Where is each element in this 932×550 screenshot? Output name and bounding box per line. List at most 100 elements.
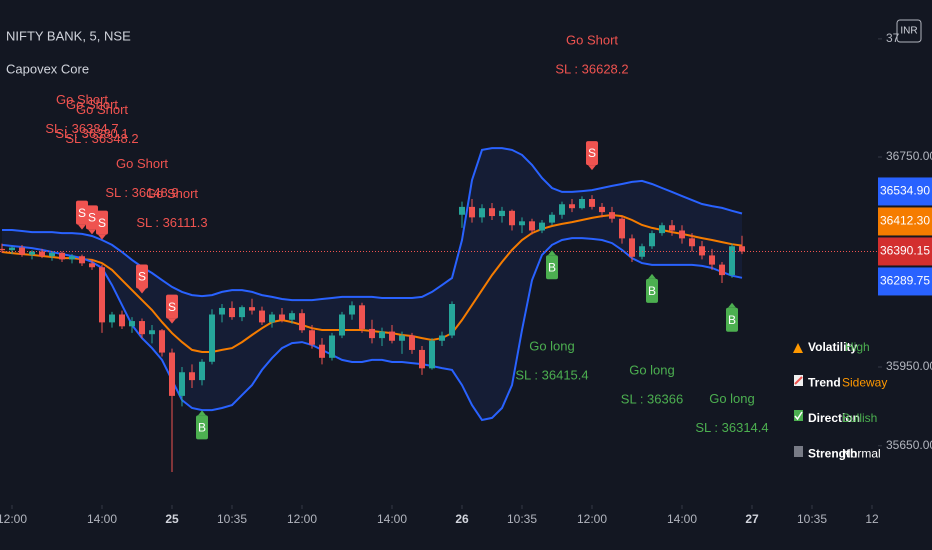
price-label-box xyxy=(878,207,932,236)
status-label: Strength xyxy=(808,447,857,461)
signal-flag xyxy=(96,210,108,235)
direction-icon-mark xyxy=(794,411,803,421)
signal-title: Go Short xyxy=(76,102,128,117)
candle-body xyxy=(379,331,385,339)
candle-body xyxy=(559,204,565,215)
candle-body xyxy=(329,335,335,358)
candle-body xyxy=(139,321,145,335)
x-tick-label: 10:35 xyxy=(797,512,827,526)
status-value: Normal xyxy=(842,447,881,461)
candle-body xyxy=(469,206,475,218)
y-tick-label: 36750.00 xyxy=(886,149,932,163)
indicator-name: Capovex Core xyxy=(6,61,89,76)
status-value: Bullish xyxy=(842,411,877,425)
candle-body xyxy=(499,210,505,217)
y-tick-label: 37 xyxy=(886,31,900,45)
signal-stop-loss: SL : 36628.2 xyxy=(555,62,628,77)
price-label: 36289.75 xyxy=(880,274,930,288)
candle-body xyxy=(709,255,715,265)
candle-body xyxy=(729,246,735,276)
candle-body xyxy=(449,304,455,336)
signal-flag xyxy=(726,307,738,332)
candle-body xyxy=(79,256,85,264)
candle-body xyxy=(29,251,35,255)
candle-body xyxy=(739,246,745,252)
candle-body xyxy=(609,212,615,219)
candle-body xyxy=(679,230,685,239)
price-label: 36534.90 xyxy=(880,184,930,198)
signal-letter: B xyxy=(548,260,556,274)
currency-label: INR xyxy=(900,26,917,37)
candle-body xyxy=(69,256,75,260)
x-tick-label: 14:00 xyxy=(667,512,697,526)
signal-stop-loss: SL : 36415.4 xyxy=(515,368,588,383)
candle-body xyxy=(179,372,185,396)
candle-body xyxy=(509,210,515,226)
x-tick-label: 12 xyxy=(865,512,879,526)
candle-body xyxy=(629,238,635,257)
candle-body xyxy=(339,314,345,336)
candle-body xyxy=(169,352,175,396)
candle-body xyxy=(389,331,395,341)
signal-letter: B xyxy=(648,284,656,298)
candle-body xyxy=(59,252,65,260)
trend-icon-mark xyxy=(794,376,803,385)
signal-stop-loss: SL : 36314.4 xyxy=(695,420,768,435)
x-tick-label: 14:00 xyxy=(87,512,117,526)
candle-body xyxy=(619,218,625,239)
status-value: High xyxy=(845,340,870,354)
candle-body xyxy=(239,307,245,318)
candle-body xyxy=(549,214,555,223)
signal-stop-loss: SL : 36111.3 xyxy=(136,215,207,230)
signal-stop-loss: SL : 36348.2 xyxy=(65,131,138,146)
candle-body xyxy=(479,208,485,218)
candle-body xyxy=(649,233,655,247)
candle-body xyxy=(529,221,535,231)
signal-title: Go Short xyxy=(56,92,108,107)
candle-body xyxy=(0,248,6,251)
signal-letter: B xyxy=(198,421,206,435)
signal-letter: S xyxy=(78,206,86,220)
price-label: 36390.15 xyxy=(880,244,930,258)
x-tick-label: 12:00 xyxy=(287,512,317,526)
signal-flag xyxy=(646,278,658,303)
candle-body xyxy=(99,267,105,323)
candle-body xyxy=(419,349,425,369)
signal-title: Go long xyxy=(529,339,575,354)
signal-flag xyxy=(196,415,208,440)
status-label: Trend xyxy=(808,376,841,390)
signal-pointer xyxy=(548,250,556,256)
currency-badge[interactable] xyxy=(896,19,922,43)
y-tick-label: 35650.00 xyxy=(886,438,932,452)
signal-pointer xyxy=(198,410,206,416)
candle-body xyxy=(219,307,225,315)
signal-pointer xyxy=(98,234,106,240)
signal-pointer xyxy=(648,273,656,279)
candle-body xyxy=(259,310,265,323)
candle-body xyxy=(359,305,365,329)
direction-icon xyxy=(794,410,803,421)
x-tick-label: 26 xyxy=(455,512,469,526)
signal-letter: S xyxy=(588,146,596,160)
signal-flag xyxy=(86,205,98,230)
candle-body xyxy=(209,314,215,362)
signal-flag xyxy=(136,264,148,289)
signal-flag xyxy=(76,200,88,225)
signal-pointer xyxy=(88,229,96,235)
signal-flag xyxy=(166,294,178,319)
signal-letter: S xyxy=(88,211,96,225)
candle-body xyxy=(349,305,355,315)
signal-pointer xyxy=(728,302,736,308)
x-tick-label: 10:35 xyxy=(507,512,537,526)
candle-body xyxy=(299,313,305,331)
x-tick-label: 12:00 xyxy=(0,512,27,526)
candle-body xyxy=(429,340,435,369)
lower-band-line xyxy=(1,237,743,422)
candle-body xyxy=(439,335,445,341)
candle-body xyxy=(399,335,405,341)
signal-title: Go long xyxy=(709,391,755,406)
candle-body xyxy=(269,314,275,323)
candle-body xyxy=(89,263,95,268)
candle-body xyxy=(119,314,125,327)
